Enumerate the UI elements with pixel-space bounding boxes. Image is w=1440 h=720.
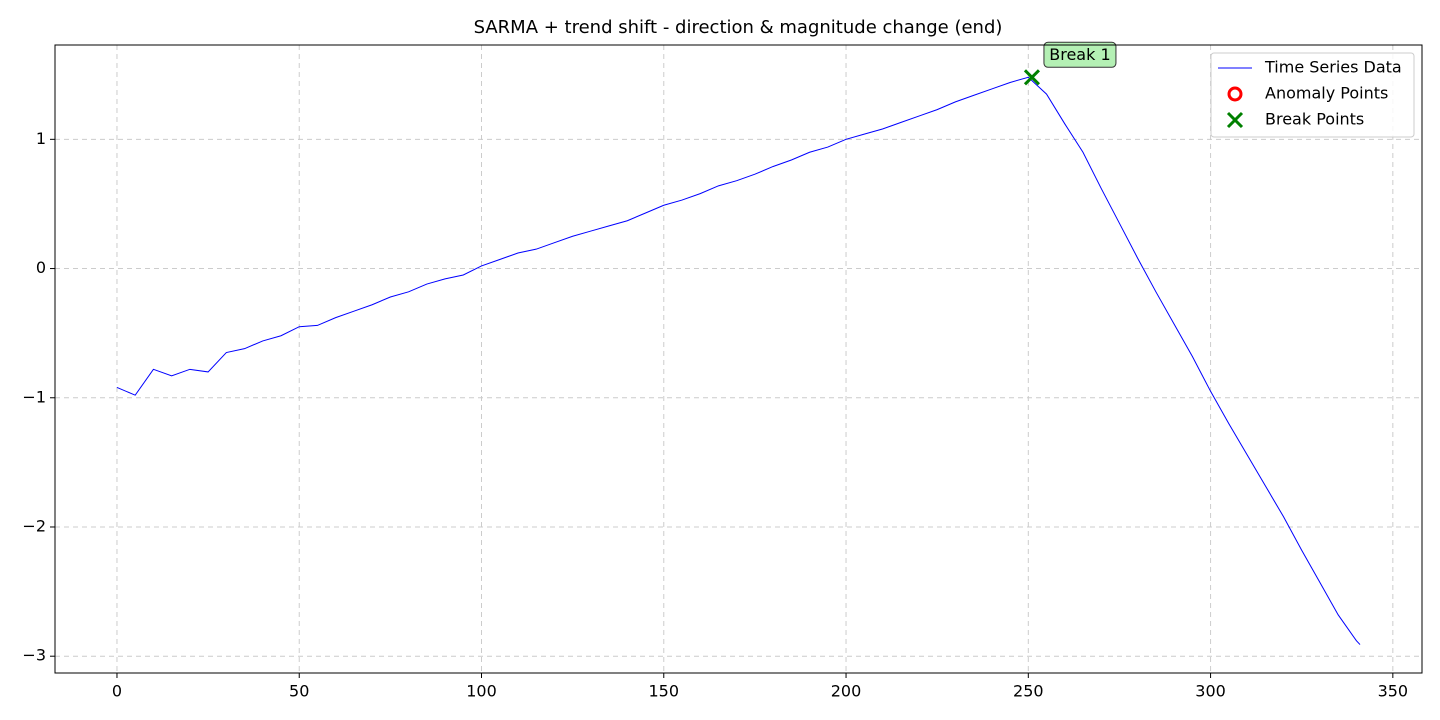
legend-label: Anomaly Points xyxy=(1265,84,1388,103)
legend-swatch xyxy=(1227,86,1243,102)
annotation-box xyxy=(1043,41,1117,68)
x-tick-label: 350 xyxy=(1378,682,1409,701)
x-tick-label: 50 xyxy=(289,682,309,701)
x-tick-label: 250 xyxy=(1013,682,1044,701)
x-tick-label: 300 xyxy=(1195,682,1226,701)
y-tick-label: 0 xyxy=(36,258,46,277)
y-tick-label: −3 xyxy=(22,646,46,665)
y-tick-label: 1 xyxy=(36,129,46,148)
plot-frame xyxy=(54,44,1423,674)
legend-swatch xyxy=(1226,111,1244,129)
legend-box xyxy=(1210,52,1415,138)
x-tick-label: 0 xyxy=(112,682,122,701)
annotation: Break 1 xyxy=(1043,41,1117,68)
y-tick-label: −1 xyxy=(22,387,46,406)
x-tick-label: 150 xyxy=(648,682,679,701)
chart-title: SARMA + trend shift - direction & magnit… xyxy=(474,17,1003,38)
legend-label: Break Points xyxy=(1265,110,1364,129)
y-tick-label: −2 xyxy=(22,516,46,535)
break-point xyxy=(1023,69,1041,86)
legend-label: Time Series Data xyxy=(1264,58,1402,77)
annotation-text: Break 1 xyxy=(1049,45,1110,64)
x-tick-label: 100 xyxy=(466,682,497,701)
x-tick-label: 200 xyxy=(831,682,862,701)
data-line xyxy=(116,76,1361,645)
